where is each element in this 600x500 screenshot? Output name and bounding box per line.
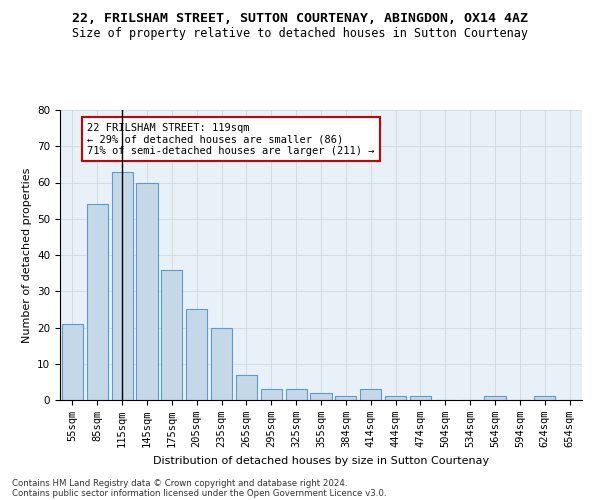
Bar bbox=[410, 396, 431, 400]
Bar bbox=[236, 374, 257, 400]
Y-axis label: Number of detached properties: Number of detached properties bbox=[22, 168, 32, 342]
Bar bbox=[161, 270, 182, 400]
Text: Contains HM Land Registry data © Crown copyright and database right 2024.: Contains HM Land Registry data © Crown c… bbox=[12, 478, 347, 488]
Text: 22 FRILSHAM STREET: 119sqm
← 29% of detached houses are smaller (86)
71% of semi: 22 FRILSHAM STREET: 119sqm ← 29% of deta… bbox=[88, 122, 375, 156]
Bar bbox=[261, 389, 282, 400]
Text: Contains public sector information licensed under the Open Government Licence v3: Contains public sector information licen… bbox=[12, 488, 386, 498]
Bar bbox=[360, 389, 381, 400]
Bar bbox=[136, 182, 158, 400]
Bar bbox=[62, 324, 83, 400]
Bar bbox=[310, 393, 332, 400]
Bar bbox=[186, 310, 207, 400]
Text: 22, FRILSHAM STREET, SUTTON COURTENAY, ABINGDON, OX14 4AZ: 22, FRILSHAM STREET, SUTTON COURTENAY, A… bbox=[72, 12, 528, 26]
Bar bbox=[112, 172, 133, 400]
Bar bbox=[87, 204, 108, 400]
X-axis label: Distribution of detached houses by size in Sutton Courtenay: Distribution of detached houses by size … bbox=[153, 456, 489, 466]
Text: Size of property relative to detached houses in Sutton Courtenay: Size of property relative to detached ho… bbox=[72, 28, 528, 40]
Bar bbox=[534, 396, 555, 400]
Bar bbox=[335, 396, 356, 400]
Bar bbox=[385, 396, 406, 400]
Bar bbox=[286, 389, 307, 400]
Bar bbox=[484, 396, 506, 400]
Bar bbox=[211, 328, 232, 400]
